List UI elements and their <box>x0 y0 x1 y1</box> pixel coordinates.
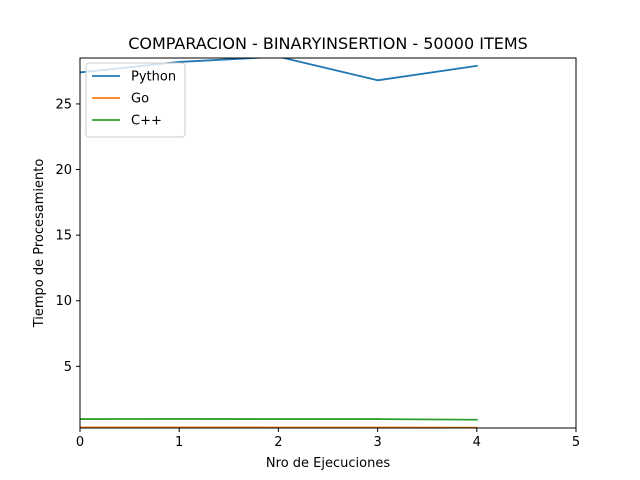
x-tick-label: 4 <box>473 435 481 450</box>
y-tick-label: 20 <box>55 163 72 178</box>
legend-label-cpp: C++ <box>131 114 162 129</box>
x-tick-label: 0 <box>76 435 84 450</box>
plot-frame <box>79 57 577 429</box>
y-tick-label: 15 <box>55 229 72 244</box>
chart-title: COMPARACION - BINARYINSERTION - 50000 IT… <box>128 34 528 53</box>
y-tick-label: 5 <box>64 360 72 375</box>
legend: Python Go C++ <box>85 62 186 138</box>
x-axis: 0 1 2 3 4 5 <box>76 428 580 450</box>
x-axis-label: Nro de Ejecuciones <box>266 456 390 471</box>
y-axis-label: Tiempo de Procesamiento <box>32 159 47 329</box>
x-tick-label: 3 <box>373 435 381 450</box>
x-tick-label: 2 <box>274 435 282 450</box>
y-tick-label: 10 <box>55 294 72 309</box>
y-axis: 5 10 15 20 25 <box>55 97 80 375</box>
y-tick-label: 25 <box>55 97 72 112</box>
x-tick-label: 5 <box>572 435 580 450</box>
x-tick-label: 1 <box>175 435 183 450</box>
legend-label-go: Go <box>131 92 149 107</box>
series-line-cpp <box>80 418 478 421</box>
legend-box <box>85 62 186 138</box>
legend-label-python: Python <box>131 70 176 85</box>
